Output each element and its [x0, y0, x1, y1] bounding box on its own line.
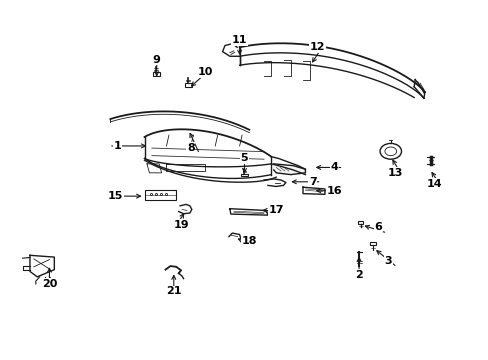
Text: 7: 7 — [308, 177, 316, 187]
Text: 19: 19 — [173, 220, 188, 230]
Text: 10: 10 — [198, 67, 213, 77]
Text: 1: 1 — [114, 141, 122, 151]
Text: 13: 13 — [387, 168, 403, 178]
Text: 12: 12 — [309, 42, 325, 52]
Polygon shape — [273, 164, 305, 175]
Bar — [241, 174, 247, 176]
Text: 18: 18 — [241, 236, 257, 246]
Text: 20: 20 — [41, 279, 57, 289]
Bar — [369, 242, 375, 245]
Text: 21: 21 — [166, 286, 181, 296]
Text: 9: 9 — [152, 55, 161, 65]
Text: 16: 16 — [326, 186, 342, 196]
Bar — [357, 221, 363, 224]
Text: 14: 14 — [426, 179, 442, 189]
Text: 4: 4 — [330, 162, 338, 172]
Text: 5: 5 — [240, 153, 248, 163]
Bar — [184, 83, 191, 87]
Text: 8: 8 — [186, 143, 194, 153]
Text: 15: 15 — [107, 191, 122, 201]
Text: 11: 11 — [231, 35, 247, 45]
Bar — [153, 72, 159, 76]
Text: 3: 3 — [384, 256, 391, 266]
Text: 6: 6 — [374, 222, 382, 231]
Text: 17: 17 — [268, 206, 284, 216]
Text: 2: 2 — [354, 270, 362, 280]
